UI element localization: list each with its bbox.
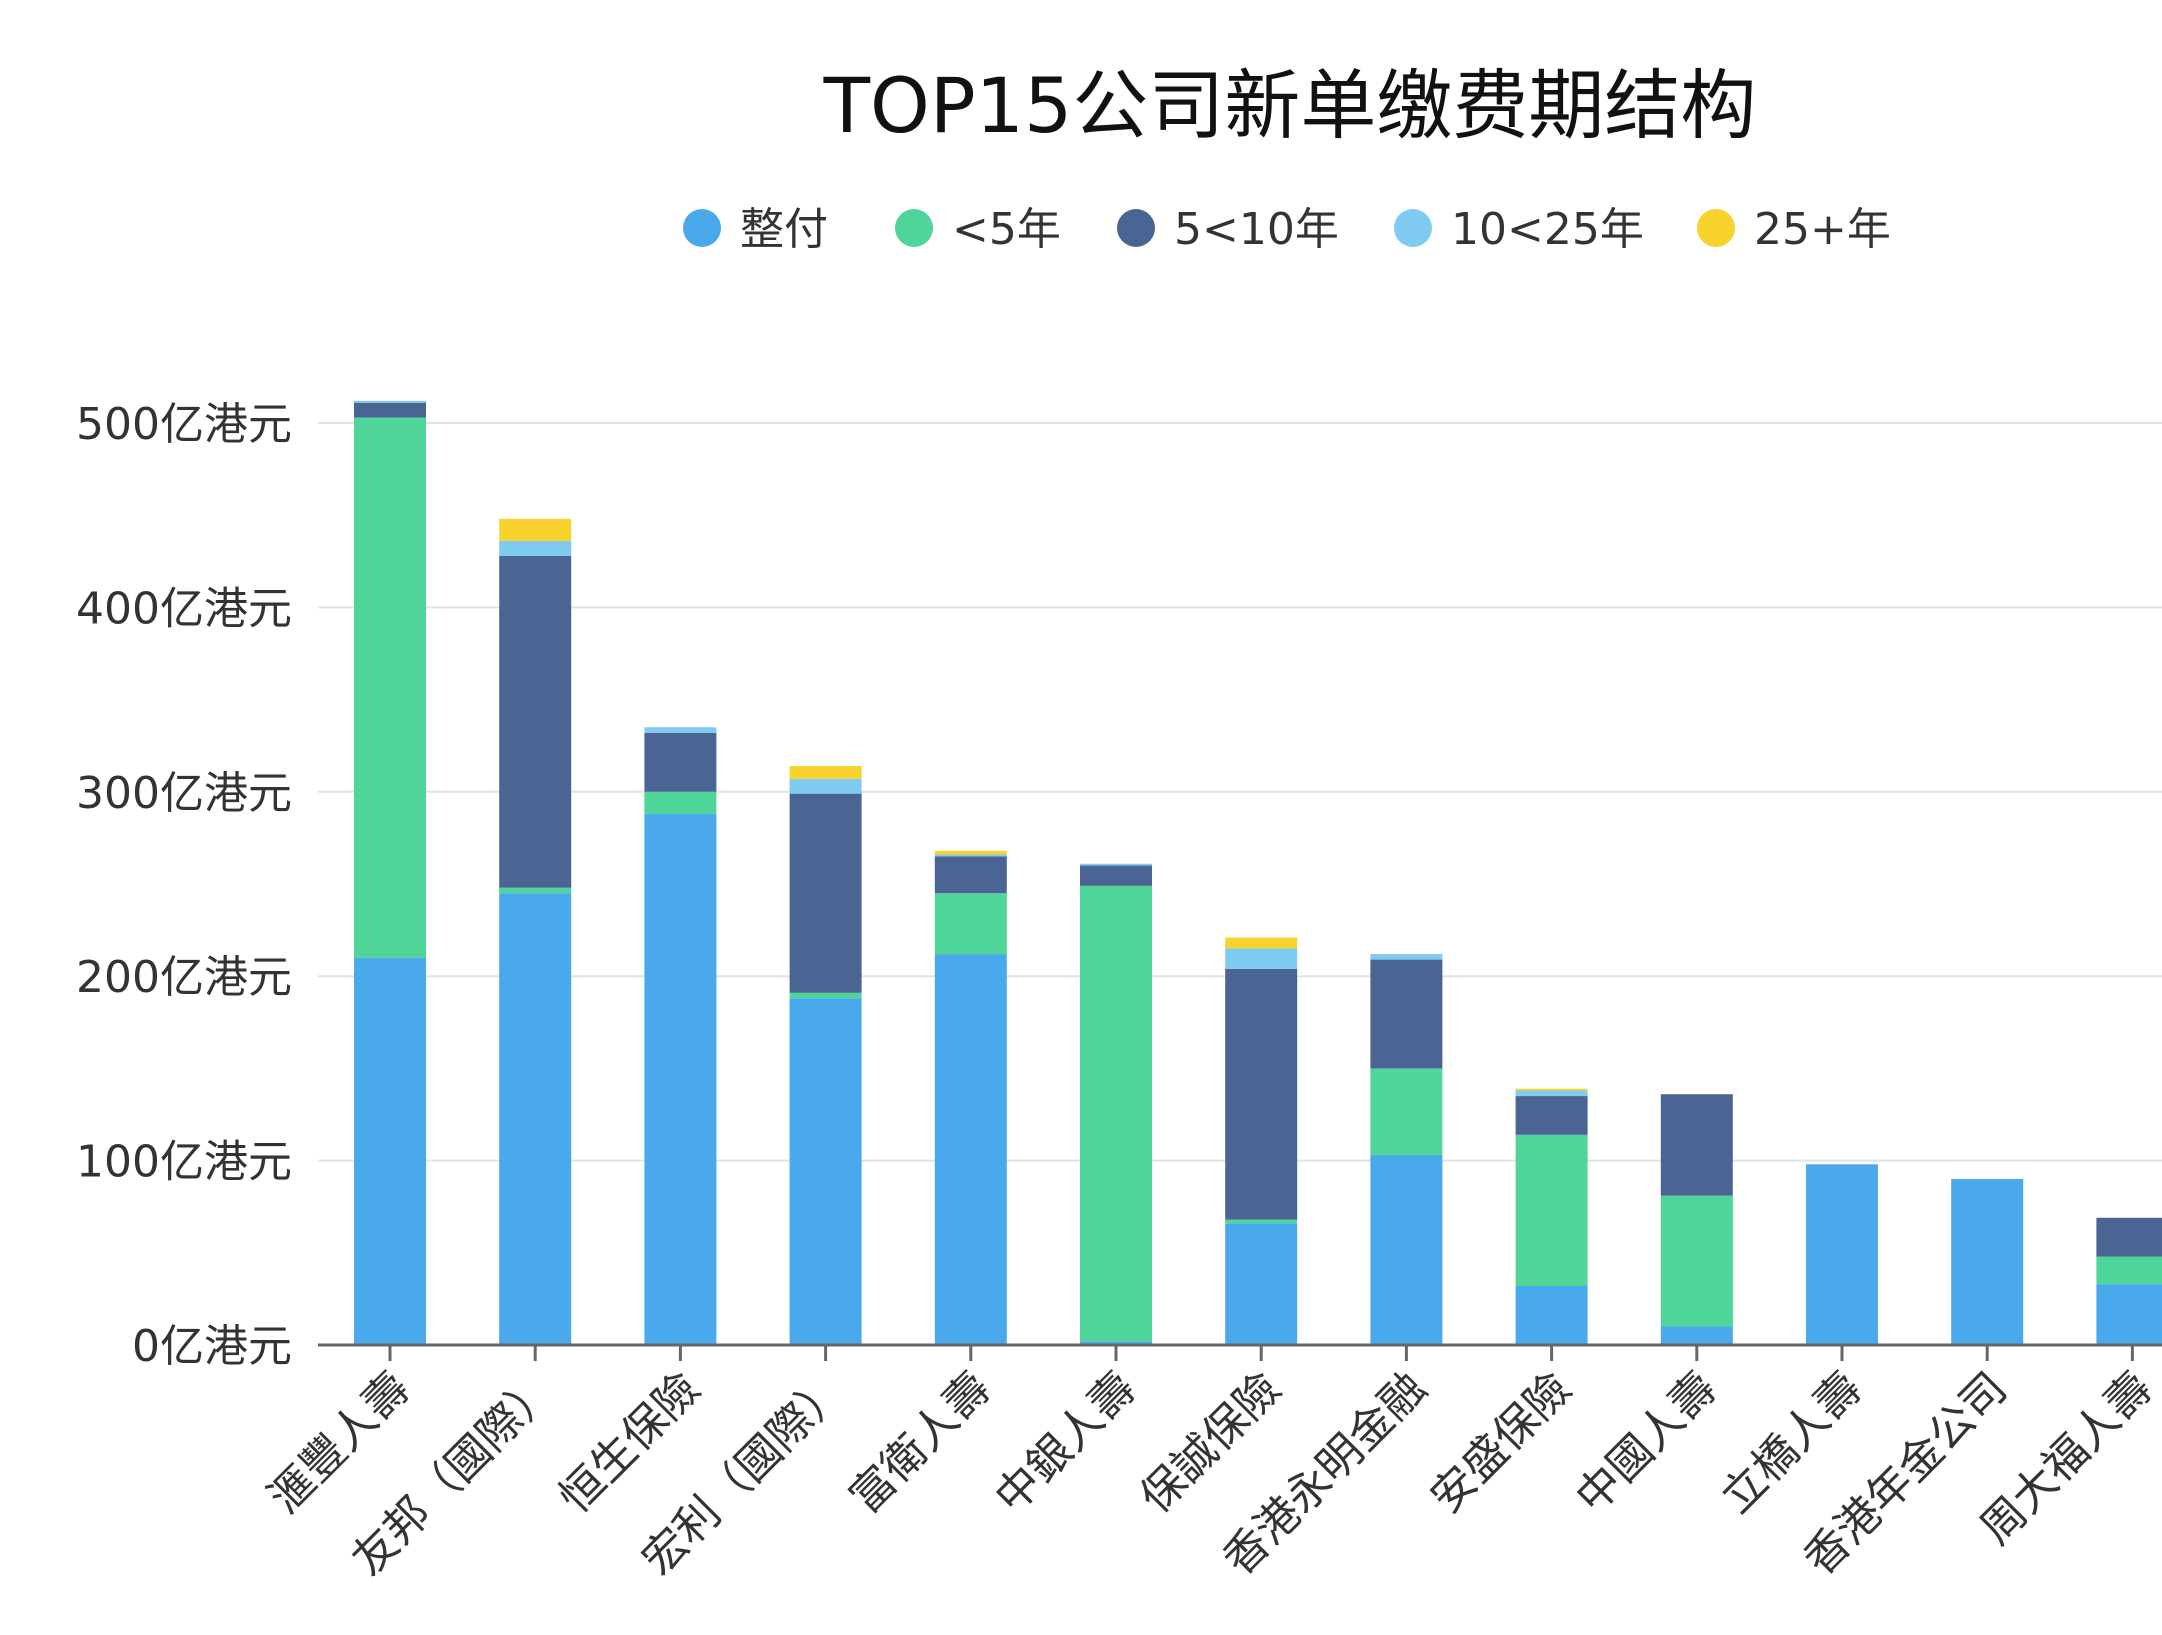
bar-segment [1225,948,1298,969]
legend-item: 25+年 [1697,204,1891,255]
gridlines [318,422,2162,1162]
legend-item: 5<10年 [1117,204,1339,255]
bar-segment [934,856,1007,894]
x-tick-label: 中國人壽 [1566,1363,1727,1524]
y-tick-label: 500亿港元 [76,399,292,450]
bar-segment [354,957,426,1345]
y-tick-label: 200亿港元 [76,952,292,1003]
bar-segment [2096,1217,2162,1257]
bar-segment [1080,1341,1152,1345]
bar-stack [499,518,572,1345]
bar-stack [789,765,862,1345]
bar-segment [1080,865,1152,886]
y-tick-label: 100亿港元 [76,1137,292,1188]
legend-item: <5年 [895,204,1061,255]
legend-marker [1394,209,1432,247]
bar-stack [1080,863,1152,1345]
bar-segment [934,850,1007,855]
bar-segment [1515,1090,1588,1097]
bar-stack [1660,1094,1733,1345]
bar-segment [789,765,862,779]
bar-segment [1225,937,1298,949]
legend-item: 整付 [683,204,828,255]
bar-segment [1515,1096,1588,1135]
bar-segment [1515,1088,1588,1091]
bar-stack [354,400,426,1345]
legend-marker [895,209,933,247]
x-axis-ticks: 滙豐人壽友邦（國際）恒生保險宏利（國際）富衛人壽中銀人壽保誠保險香港永明金融安盛… [259,1345,2162,1585]
legend-label: 5<10年 [1174,204,1339,255]
bar-segment [1951,1179,2024,1345]
bar-stack [1951,1179,2024,1345]
bar-segment [1370,954,1443,960]
bar-segment [2096,1284,2162,1345]
bar-segment [789,998,862,1345]
y-axis-ticks: 0亿港元 100亿港元 200亿港元 300亿港元 400亿港元 500亿港元 [76,399,292,1372]
legend-item: 10<25年 [1394,204,1644,255]
bar-segment [499,893,572,1345]
legend-label: 整付 [740,204,828,255]
bar-segment [1806,1164,1878,1345]
bar-segment [1080,885,1152,1342]
bar-segment [499,887,572,894]
bar-segment [1370,959,1443,1069]
bar-segment [1370,1068,1443,1156]
bar-segment [1225,968,1298,1220]
bar-segment [789,992,862,999]
y-tick-label: 0亿港元 [132,1321,292,1372]
legend-label: 10<25年 [1451,204,1644,255]
bar-segment [934,854,1007,857]
bar-segment [1660,1326,1733,1345]
legend-label: 25+年 [1754,204,1891,255]
bar-stack [934,850,1007,1345]
bar-stack [1225,937,1298,1345]
bar-segment [789,793,862,993]
x-tick-label: 富衛人壽 [840,1363,1001,1524]
bar-segment [1660,1195,1733,1327]
bar-segment [499,541,572,556]
x-tick-label: 安盛保險 [1421,1363,1582,1524]
bar-segment [354,400,426,403]
y-tick-label: 400亿港元 [76,583,292,634]
bar-segment [644,791,717,814]
bars [354,400,2162,1345]
chart-title: TOP15公司新单缴费期结构 [823,61,1757,150]
bar-segment [1660,1094,1733,1196]
bar-segment [1225,1219,1298,1224]
bar-segment [934,954,1007,1345]
bar-segment [1225,1223,1298,1345]
bar-segment [2096,1256,2162,1285]
bar-segment [1370,1155,1443,1345]
bar-segment [789,778,862,794]
bar-segment [1515,1134,1588,1286]
bar-segment [499,518,572,542]
bar-segment [644,727,717,733]
bar-stack [644,727,717,1345]
bar-segment [499,555,572,888]
x-tick-label: 中銀人壽 [985,1363,1146,1524]
bar-stack [2096,1217,2162,1345]
bar-stack [1370,954,1443,1345]
legend-marker [1117,209,1155,247]
legend-label: <5年 [952,204,1061,255]
bar-segment [1515,1285,1588,1345]
legend: 整付 <5年 5<10年 10<25年 25+年 [683,204,1891,255]
bar-segment [644,732,717,792]
bar-stack [1806,1164,1878,1345]
y-tick-label: 300亿港元 [76,768,292,819]
legend-marker [1697,209,1735,247]
bar-segment [1080,863,1152,866]
bar-segment [354,402,426,418]
bar-segment [354,417,426,958]
bar-stack [1515,1088,1588,1345]
bar-segment [934,893,1007,955]
legend-marker [683,209,721,247]
bar-segment [644,813,717,1345]
